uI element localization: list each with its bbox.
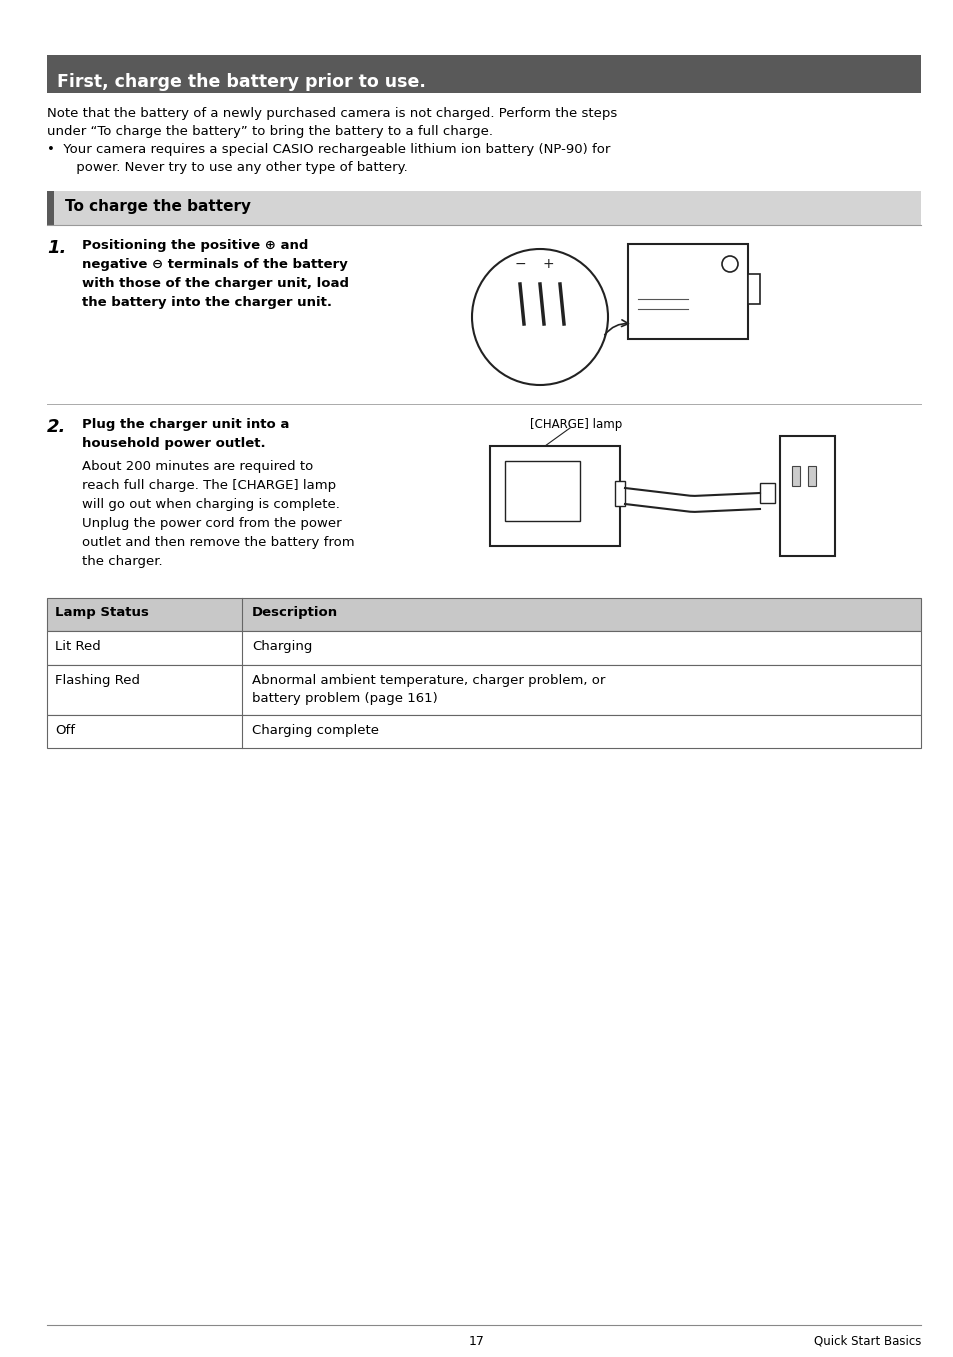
Text: Abnormal ambient temperature, charger problem, or: Abnormal ambient temperature, charger pr…: [252, 674, 605, 687]
Bar: [807, 465, 815, 486]
Text: outlet and then remove the battery from: outlet and then remove the battery from: [82, 536, 355, 550]
Bar: [780, 436, 834, 556]
Text: negative ⊖ terminals of the battery: negative ⊖ terminals of the battery: [82, 258, 348, 271]
Text: Lamp Status: Lamp Status: [55, 607, 149, 619]
Text: Note that the battery of a newly purchased camera is not charged. Perform the st: Note that the battery of a newly purchas…: [47, 107, 617, 119]
Bar: [47, 598, 920, 631]
Bar: [47, 665, 920, 715]
Bar: [615, 480, 624, 506]
Bar: [747, 274, 760, 304]
Text: reach full charge. The [CHARGE] lamp: reach full charge. The [CHARGE] lamp: [82, 479, 335, 493]
Text: battery problem (page 161): battery problem (page 161): [252, 692, 437, 706]
Text: will go out when charging is complete.: will go out when charging is complete.: [82, 498, 339, 512]
Text: the battery into the charger unit.: the battery into the charger unit.: [82, 296, 332, 309]
Text: 17: 17: [469, 1335, 484, 1348]
Text: About 200 minutes are required to: About 200 minutes are required to: [82, 460, 313, 474]
Text: 2.: 2.: [47, 418, 67, 436]
FancyArrowPatch shape: [604, 320, 628, 335]
Bar: [47, 56, 920, 94]
Text: Unplug the power cord from the power: Unplug the power cord from the power: [82, 517, 341, 531]
Text: Charging complete: Charging complete: [252, 725, 378, 737]
Text: Plug the charger unit into a: Plug the charger unit into a: [82, 418, 289, 432]
Text: −: −: [514, 256, 525, 271]
Bar: [627, 244, 747, 339]
Text: 1.: 1.: [47, 239, 67, 256]
Text: household power outlet.: household power outlet.: [82, 437, 265, 451]
Text: Flashing Red: Flashing Red: [55, 674, 140, 687]
Bar: [490, 446, 619, 546]
Bar: [504, 461, 579, 521]
Bar: [47, 715, 920, 748]
Text: Quick Start Basics: Quick Start Basics: [813, 1335, 920, 1348]
Text: the charger.: the charger.: [82, 555, 162, 569]
Bar: [791, 465, 800, 486]
Text: +: +: [541, 256, 554, 271]
Bar: [47, 191, 54, 225]
Text: •  Your camera requires a special CASIO rechargeable lithium ion battery (NP-90): • Your camera requires a special CASIO r…: [47, 142, 610, 156]
Text: Description: Description: [252, 607, 337, 619]
Text: Off: Off: [55, 725, 75, 737]
Text: [CHARGE] lamp: [CHARGE] lamp: [530, 418, 621, 432]
Text: Lit Red: Lit Red: [55, 641, 101, 653]
Text: Charging: Charging: [252, 641, 312, 653]
Text: with those of the charger unit, load: with those of the charger unit, load: [82, 277, 349, 290]
Text: power. Never try to use any other type of battery.: power. Never try to use any other type o…: [55, 161, 407, 174]
Circle shape: [472, 248, 607, 385]
Text: under “To charge the battery” to bring the battery to a full charge.: under “To charge the battery” to bring t…: [47, 125, 493, 138]
Bar: [54, 191, 920, 225]
Text: To charge the battery: To charge the battery: [65, 199, 251, 214]
Bar: [47, 631, 920, 665]
Bar: [760, 483, 774, 503]
Text: First, charge the battery prior to use.: First, charge the battery prior to use.: [57, 73, 425, 91]
Text: Positioning the positive ⊕ and: Positioning the positive ⊕ and: [82, 239, 308, 252]
